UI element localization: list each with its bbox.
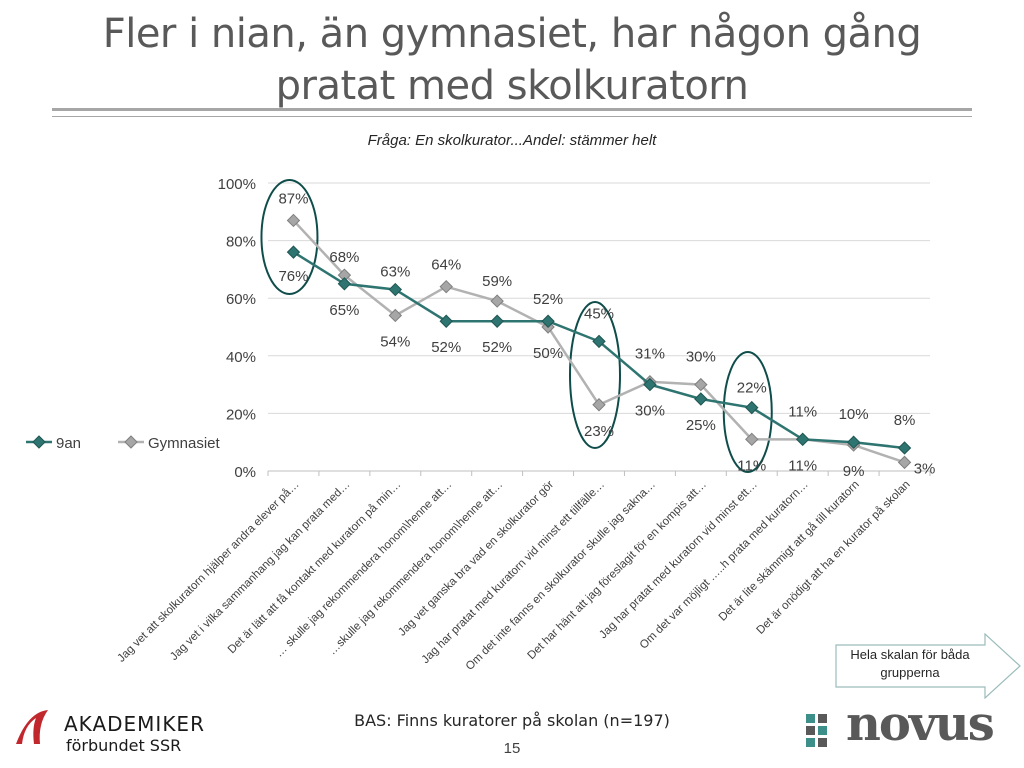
y-tick-label: 20% (226, 406, 256, 423)
slide-title: Fler i nian, än gymnasiet, har någon gån… (102, 11, 922, 109)
data-label: 30% (635, 403, 665, 420)
line-chart: 0% 20% 40% 60% 80% 100% Jag vet att skolkurat… (26, 176, 935, 673)
data-point-marker (541, 314, 555, 328)
data-label: 52% (431, 339, 461, 356)
data-label: 22% (737, 380, 767, 397)
data-point-marker (694, 392, 708, 406)
x-tick-label: Det är lätt att få kontakt med kuratorn … (226, 479, 404, 657)
data-point-marker (490, 314, 504, 328)
highlight-ellipse (260, 179, 319, 295)
callout-text-line2: grupperna (880, 665, 940, 680)
data-label: 10% (839, 406, 869, 423)
y-axis-ticks: 0% 20% 40% 60% 80% 100% (218, 176, 256, 481)
data-point-marker (643, 377, 657, 392)
legend-swatch-marker (124, 435, 138, 449)
novus-logo-name: novus (846, 696, 995, 752)
chart-legend: 9an Gymnasiet (26, 435, 221, 452)
title-divider-thin (52, 116, 972, 117)
y-tick-label: 60% (226, 291, 256, 308)
x-tick-label: … skulle jag rekommendera honom\henne at… (273, 479, 454, 660)
legend-label: 9an (56, 435, 81, 452)
data-point-marker (592, 398, 606, 412)
akademiker-logo-name: AKADEMIKER (64, 712, 205, 736)
akademiker-logo-mark (16, 710, 48, 744)
highlight-ellipse (569, 301, 621, 449)
data-point-marker (897, 441, 912, 455)
data-point-marker (694, 377, 708, 392)
akademiker-logo: AKADEMIKER förbundet SSR (10, 700, 210, 760)
data-labels: 87% 68% 54% 64% 59% 50% 23% 31% 30% 11% 11% 9% 3% 76%… (278, 190, 935, 480)
data-label: 59% (482, 273, 512, 290)
x-tick-label: Om det inte fanns en skolkurator skulle … (464, 479, 658, 673)
data-point-marker (490, 294, 504, 308)
legend-swatch-marker (32, 435, 46, 449)
akademiker-logo-sub: förbundet SSR (66, 736, 182, 755)
data-label: 63% (380, 264, 410, 281)
chart-subtitle: Fråga: En skolkurator...Andel: stämmer h… (367, 132, 657, 149)
novus-logo: novus (806, 696, 1016, 760)
y-tick-label: 80% (226, 234, 256, 251)
y-tick-label: 0% (234, 464, 256, 481)
x-axis-ticks: Jag vet att skolkuratorn hjälper andra e… (115, 471, 931, 673)
title-divider (52, 108, 972, 111)
legend-item-gymnasiet: Gymnasiet (118, 435, 221, 452)
callout-text-line1: Hela skalan för båda (850, 647, 970, 662)
data-point-marker (286, 245, 301, 259)
highlight-ellipses (260, 179, 773, 473)
chart-series (286, 213, 912, 470)
novus-logo-mark (806, 714, 827, 747)
data-label: 64% (431, 257, 461, 274)
x-tick-label: Jag har pratat med kuratorn vid minst et… (420, 479, 607, 666)
data-label: 8% (894, 412, 916, 429)
data-label: 11% (788, 403, 817, 420)
data-point-marker (337, 277, 352, 291)
data-label: 9% (843, 463, 865, 480)
data-label: 11% (737, 457, 766, 474)
data-label: 30% (686, 349, 716, 366)
data-point-marker (745, 400, 759, 415)
legend-item-9an: 9an (26, 435, 81, 452)
data-label: 11% (788, 457, 817, 474)
highlight-ellipse (722, 351, 773, 473)
data-label: 68% (329, 249, 359, 266)
data-label: 87% (278, 190, 308, 207)
data-point-marker (846, 435, 861, 449)
y-tick-label: 100% (218, 176, 256, 193)
data-point-marker (439, 314, 453, 328)
legend-label: Gymnasiet (148, 435, 221, 452)
data-label: 52% (482, 339, 512, 356)
data-label: 23% (584, 423, 614, 440)
series-9an (286, 245, 912, 455)
chart-grid (268, 182, 930, 472)
data-label: 3% (914, 460, 936, 477)
callout-arrow-box: Hela skalan för båda grupperna (835, 632, 1024, 704)
data-label: 65% (329, 302, 359, 319)
base-note: BAS: Finns kuratorer på skolan (n=197) (354, 711, 670, 730)
data-point-marker (745, 432, 759, 447)
data-label: 25% (686, 417, 716, 434)
data-point-marker (897, 455, 912, 470)
x-tick-label: Jag vet att skolkuratorn hjälper andra e… (115, 479, 301, 665)
data-label: 54% (380, 333, 410, 350)
data-label: 50% (533, 345, 563, 362)
x-tick-label: Det har hänt att jag föreslagit för en k… (526, 479, 709, 662)
data-point-marker (795, 432, 810, 447)
data-point-marker (388, 308, 403, 323)
x-tick-label: Jag vet i vilka sammanhang jag kan prata… (168, 479, 352, 663)
data-label: 76% (278, 268, 308, 285)
y-tick-label: 40% (226, 349, 256, 366)
data-point-marker (592, 334, 606, 349)
page-number: 15 (503, 740, 521, 757)
callout-arrow-shape (835, 632, 1021, 700)
data-point-marker (439, 279, 453, 294)
data-point-marker (388, 282, 403, 297)
data-point-marker (286, 213, 301, 228)
data-label: 31% (635, 346, 665, 363)
data-label: 52% (533, 291, 563, 308)
data-label: 45% (584, 305, 614, 322)
x-tick-label: …skulle jag rekommendera honom\henne att… (326, 479, 505, 658)
